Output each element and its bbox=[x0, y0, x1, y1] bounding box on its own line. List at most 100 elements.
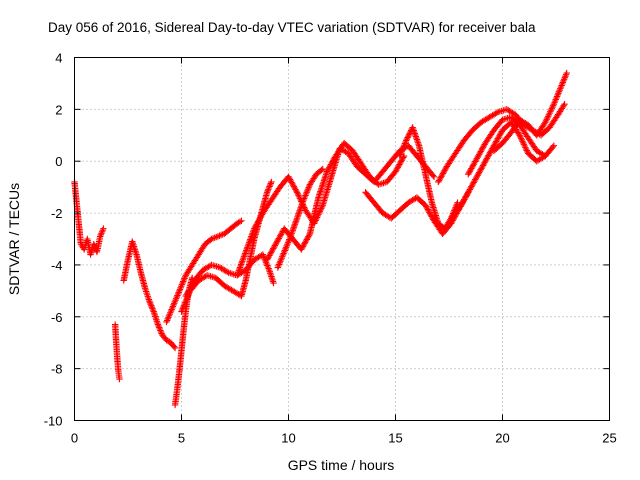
data-point-sat-o-interp bbox=[475, 151, 483, 158]
data-point-sat-j bbox=[281, 248, 288, 256]
data-point-sat-e-interp bbox=[166, 310, 173, 318]
data-point-sat-j-interp bbox=[302, 190, 310, 198]
data-point-sat-i-interp bbox=[325, 165, 332, 172]
data-point-sat-n-interp bbox=[469, 180, 477, 188]
data-point-sat-j-interp bbox=[279, 253, 286, 260]
data-point-sat-e-interp bbox=[171, 300, 178, 307]
data-point-sat-a bbox=[96, 233, 104, 240]
data-point-sat-i bbox=[323, 168, 331, 175]
data-point-sat-m-interp bbox=[440, 168, 447, 176]
data-point-sat-g-interp bbox=[183, 291, 190, 298]
plot-frame bbox=[74, 57, 610, 421]
data-point-sat-i-interp bbox=[302, 237, 310, 245]
data-point-sat-m-interp bbox=[436, 175, 444, 183]
y-tick-label: -8 bbox=[51, 362, 63, 377]
data-point-sat-e-interp bbox=[181, 275, 188, 282]
x-tick-label: 0 bbox=[71, 431, 78, 446]
data-point-sat-h-interp bbox=[236, 265, 243, 273]
data-point-sat-m-interp bbox=[560, 102, 567, 109]
data-point-sat-p-interp bbox=[555, 90, 562, 97]
data-point-sat-f-interp bbox=[266, 181, 274, 189]
data-point-sat-h-interp bbox=[291, 184, 298, 192]
data-point-sat-i-interp bbox=[305, 232, 313, 239]
data-point-sat-e-interp bbox=[177, 284, 184, 291]
data-point-sat-n-interp bbox=[458, 200, 466, 207]
data-point-sat-m-interp bbox=[493, 109, 500, 117]
data-point-sat-i-interp bbox=[324, 166, 331, 174]
data-point-sat-g-interp bbox=[264, 263, 272, 271]
data-point-sat-f bbox=[263, 189, 271, 196]
data-point-sat-o-interp bbox=[469, 162, 477, 169]
data-point-sat-n-interp bbox=[464, 190, 471, 197]
data-point-sat-e-interp bbox=[174, 290, 182, 298]
data-point-sat-h-interp bbox=[234, 270, 241, 277]
data-point-sat-n-interp bbox=[479, 163, 486, 171]
data-point-sat-k bbox=[422, 202, 429, 209]
data-point-sat-a-interp bbox=[98, 230, 105, 237]
data-point-sat-j-interp bbox=[277, 256, 285, 263]
data-point-sat-l-interp bbox=[405, 132, 412, 140]
data-point-sat-e-interp bbox=[170, 301, 177, 309]
data-point-sat-h-interp bbox=[289, 182, 297, 189]
data-point-sat-h-interp bbox=[239, 256, 247, 263]
data-point-sat-l-interp bbox=[453, 202, 460, 210]
data-point-sat-o-interp bbox=[468, 165, 475, 172]
data-point-sat-c-interp bbox=[149, 305, 156, 312]
x-tick-labels: 0 5 10 15 20 25 bbox=[71, 431, 617, 446]
data-point-sat-p bbox=[557, 85, 564, 92]
data-point-sat-p-interp bbox=[545, 111, 553, 118]
data-point-sat-g-interp bbox=[187, 284, 194, 291]
data-point-sat-e-interp bbox=[165, 314, 172, 321]
x-tick-label: 10 bbox=[281, 431, 295, 446]
y-tick-label: -10 bbox=[44, 414, 63, 429]
data-point-sat-n bbox=[473, 173, 481, 180]
data-point-sat-i-interp bbox=[277, 232, 284, 239]
data-point-sat-n-interp bbox=[517, 135, 525, 142]
data-point-sat-i-interp bbox=[330, 155, 338, 163]
data-point-sat-i-interp bbox=[395, 162, 402, 170]
data-point-sat-h bbox=[251, 225, 258, 232]
x-tick-label: 20 bbox=[495, 431, 509, 446]
data-point-sat-m-interp bbox=[441, 167, 448, 174]
data-point-sat-p-interp bbox=[555, 88, 563, 95]
data-point-sat-e-interp bbox=[180, 276, 188, 284]
data-point-sat-j-interp bbox=[275, 261, 283, 268]
data-point-sat-e-interp bbox=[168, 306, 175, 313]
data-point-sat-l-interp bbox=[401, 141, 408, 149]
data-point-sat-h-interp bbox=[286, 174, 293, 182]
data-point-sat-p-interp bbox=[553, 94, 560, 102]
data-point-sat-e bbox=[169, 303, 177, 310]
data-point-sat-h-interp bbox=[295, 192, 302, 199]
data-point-sat-g bbox=[259, 251, 267, 258]
data-point-sat-j-interp bbox=[279, 251, 287, 259]
data-point-sat-o-interp bbox=[479, 145, 486, 152]
data-point-sat-i-interp bbox=[396, 159, 404, 167]
data-point-sat-h-interp bbox=[292, 186, 299, 193]
data-point-sat-i-interp bbox=[266, 252, 273, 259]
data-point-sat-g-interp bbox=[188, 282, 195, 290]
data-point-sat-e-interp bbox=[172, 296, 179, 304]
data-point-sat-n-interp bbox=[491, 141, 498, 148]
data-point-sat-f-interp bbox=[179, 305, 186, 312]
data-point-sat-n-interp bbox=[480, 160, 488, 168]
data-point-sat-p-interp bbox=[549, 103, 556, 111]
data-point-sat-p-interp bbox=[559, 79, 567, 86]
data-point-sat-h-interp bbox=[239, 258, 246, 265]
data-point-sat-k-interp bbox=[424, 206, 431, 213]
data-point-sat-o-interp bbox=[472, 156, 480, 164]
data-point-sat-h-interp bbox=[243, 245, 251, 253]
data-point-sat-k-interp bbox=[423, 204, 431, 212]
data-point-sat-i-interp bbox=[275, 235, 282, 242]
data-point-sat-o-interp bbox=[479, 144, 487, 151]
data-point-sat-l-interp bbox=[404, 134, 411, 141]
data-point-sat-m-interp bbox=[437, 174, 444, 181]
data-point-sat-n-interp bbox=[519, 138, 526, 145]
data-point-sat-h-interp bbox=[255, 216, 263, 224]
data-point-sat-p-interp bbox=[552, 96, 559, 103]
data-point-sat-h bbox=[242, 248, 249, 256]
data-point-sat-n bbox=[465, 189, 472, 196]
data-point-sat-e-interp bbox=[163, 317, 171, 324]
data-point-sat-p-interp bbox=[543, 116, 550, 123]
data-point-sat-f-interp bbox=[267, 180, 274, 187]
